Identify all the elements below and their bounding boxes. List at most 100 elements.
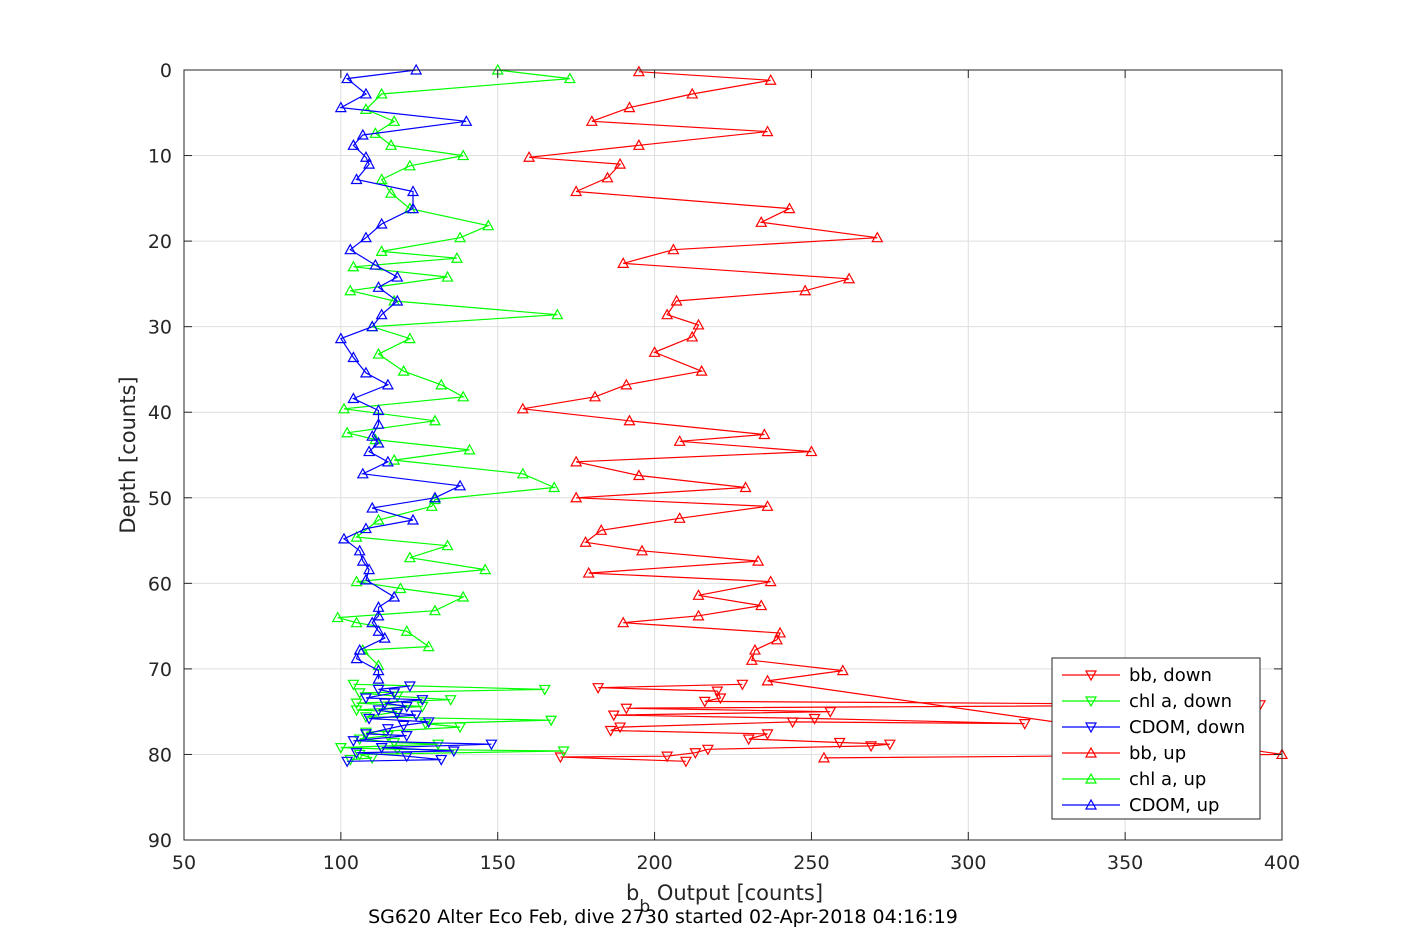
data-point-marker (538, 684, 551, 696)
plot-frame (183, 69, 1283, 841)
data-point-marker (353, 749, 366, 761)
data-point-marker (372, 404, 385, 416)
data-point-marker (582, 566, 595, 578)
data-point-marker (623, 101, 636, 113)
data-point-marker (400, 701, 413, 713)
data-point-marker (748, 643, 761, 655)
data-point-marker (786, 717, 799, 729)
data-point-marker (755, 599, 768, 611)
data-point-marker (372, 281, 385, 292)
data-point-marker (359, 103, 372, 114)
data-point-marker (400, 625, 413, 636)
data-point-marker (701, 744, 714, 756)
data-point-marker (614, 157, 627, 169)
y-tick-label: 20 (148, 231, 172, 253)
data-point-marker (428, 491, 441, 503)
data-point-marker (799, 284, 812, 296)
data-point-marker (341, 426, 354, 438)
data-point-marker (378, 698, 391, 710)
legend: bb, down chl a, down CDOM, down bb, up chl a… (1051, 657, 1261, 820)
data-point-marker (344, 754, 357, 766)
data-point-marker (416, 701, 429, 713)
data-point-marker (388, 590, 401, 602)
data-point-marker (632, 65, 645, 77)
data-point-marker (347, 679, 360, 691)
x-tick-label: 400 (1264, 852, 1300, 874)
data-point-marker (359, 727, 372, 739)
data-point-marker (551, 308, 564, 320)
data-point-marker (394, 582, 407, 594)
data-point-marker (739, 481, 752, 493)
data-point-marker (334, 743, 347, 754)
y-tick-label: 60 (148, 573, 172, 595)
data-point-marker (337, 532, 351, 544)
x-axis-label-subscript: b (639, 897, 650, 917)
data-point-marker (460, 115, 473, 126)
data-point-marker (400, 751, 413, 763)
data-point-marker (403, 551, 416, 563)
data-point-marker (375, 245, 388, 256)
y-tick-label: 70 (148, 659, 172, 681)
data-point-marker (745, 654, 758, 665)
data-point-marker (824, 707, 837, 718)
legend-swatch-marker (1084, 722, 1098, 734)
data-point-marker (764, 575, 777, 587)
legend-entry-label: bb, up (1129, 743, 1186, 764)
data-point-marker (363, 445, 376, 457)
data-point-marker (397, 720, 410, 732)
data-point-marker (711, 686, 724, 698)
data-point-marker (350, 652, 363, 664)
data-point-marker (428, 414, 441, 426)
data-point-marker (570, 491, 583, 503)
series-chl-a-down (334, 679, 570, 766)
data-point-marker (353, 643, 366, 655)
data-point-marker (388, 688, 401, 700)
data-point-marker (457, 390, 470, 402)
data-point-marker (523, 151, 536, 162)
data-point-marker (432, 739, 445, 751)
data-point-marker (1018, 719, 1031, 730)
data-point-marker (391, 294, 404, 306)
data-point-marker (695, 364, 708, 376)
x-axis-label-rest: Output [counts] (650, 881, 823, 905)
legend-entry-label: CDOM, up (1129, 795, 1219, 816)
data-point-marker (375, 217, 388, 229)
data-point-marker (636, 544, 649, 556)
data-point-marker (833, 737, 846, 749)
x-tick-label: 250 (793, 852, 829, 874)
data-point-marker (755, 216, 768, 227)
data-point-marker (485, 739, 498, 751)
data-point-marker (366, 616, 379, 628)
data-point-marker (366, 429, 379, 441)
data-point-marker (366, 320, 379, 332)
data-point-marker (347, 392, 360, 404)
data-point-marker (570, 455, 583, 467)
x-tick-label: 300 (950, 852, 986, 874)
data-point-marker (570, 185, 583, 197)
data-point-marker (435, 754, 448, 766)
data-point-marker (385, 139, 398, 150)
series-layer (331, 63, 1289, 768)
data-point-marker (359, 231, 372, 243)
legend-swatch-marker (1084, 798, 1098, 810)
data-point-marker (620, 378, 633, 390)
data-point-marker (623, 414, 636, 426)
data-point-marker (592, 683, 605, 694)
series-bb-up (516, 65, 1289, 763)
data-point-marker (350, 698, 363, 710)
data-point-marker (406, 185, 420, 197)
data-point-marker (604, 725, 617, 737)
data-point-marker (337, 402, 351, 414)
data-point-marker (871, 231, 884, 243)
data-point-marker (563, 72, 576, 84)
data-point-marker (388, 737, 401, 749)
data-point-marker (614, 722, 627, 734)
data-point-marker (808, 713, 821, 725)
data-point-marker (347, 139, 360, 150)
data-point-marker (661, 751, 674, 763)
data-point-marker (406, 202, 420, 214)
data-point-marker (344, 284, 357, 296)
data-point-marker (454, 479, 467, 491)
figure-caption: SG620 Alter Eco Feb, dive 2730 started 0… (368, 906, 958, 928)
data-point-marker (463, 443, 476, 455)
